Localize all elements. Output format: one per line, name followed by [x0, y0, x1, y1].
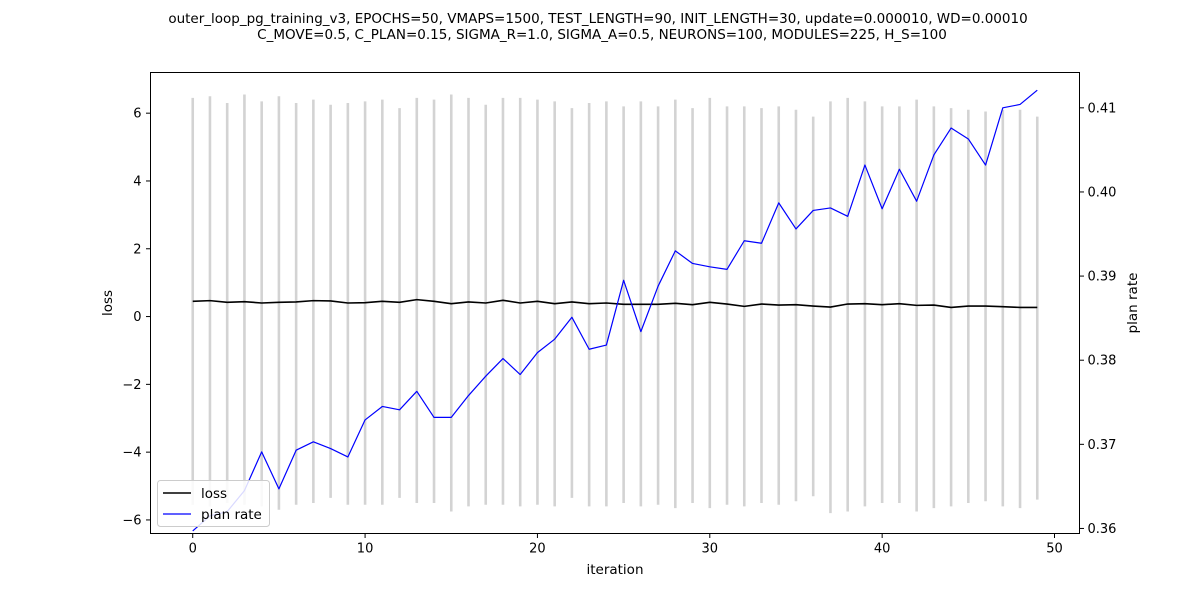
y-tick-label: −2 [122, 378, 141, 393]
x-tick-label: 50 [1046, 542, 1063, 557]
x-tick-label: 40 [874, 542, 891, 557]
y-tick-label: 4 [133, 174, 141, 189]
y2-axis-ticks: 0.36 0.37 0.38 0.39 0.40 0.41 [1079, 101, 1117, 537]
x-tick-label: 0 [189, 542, 197, 557]
y2-tick-label: 0.41 [1088, 101, 1117, 116]
plan-rate-series [192, 89, 1038, 532]
loss-line [192, 298, 1038, 309]
y2-tick-label: 0.40 [1088, 185, 1117, 200]
y-tick-label: 0 [133, 310, 141, 325]
y2-tick-label: 0.38 [1088, 354, 1117, 369]
x-tick-label: 20 [529, 542, 546, 557]
legend-label-plan-rate: plan rate [201, 507, 262, 523]
y-tick-label: −4 [122, 446, 141, 461]
plan-rate-line [192, 89, 1038, 532]
y-axis-ticks: −6 −4 −2 0 2 4 6 [122, 107, 151, 528]
y2-tick-label: 0.36 [1088, 522, 1117, 537]
y-tick-label: −6 [122, 513, 141, 528]
legend-label-loss: loss [201, 486, 227, 502]
x-tick-label: 10 [357, 542, 374, 557]
legend-box [157, 480, 270, 527]
y2-axis-label: plan rate [1125, 273, 1141, 334]
loss-series [192, 298, 1038, 309]
chart-title-line-2: C_MOVE=0.5, C_PLAN=0.15, SIGMA_R=1.0, SI… [257, 27, 947, 43]
y2-tick-label: 0.37 [1088, 438, 1117, 453]
chart-title-line-1: outer_loop_pg_training_v3, EPOCHS=50, VM… [168, 11, 1027, 27]
y2-tick-label: 0.39 [1088, 270, 1117, 285]
x-axis-ticks: 0 10 20 30 40 50 [189, 533, 1063, 557]
x-axis-label: iteration [586, 562, 643, 578]
plot-frame [150, 72, 1080, 534]
y-tick-label: 2 [133, 242, 141, 257]
x-tick-label: 30 [702, 542, 719, 557]
y-tick-label: 6 [133, 107, 141, 122]
y-axis-label: loss [100, 290, 116, 316]
legend: loss plan rate [157, 480, 270, 527]
